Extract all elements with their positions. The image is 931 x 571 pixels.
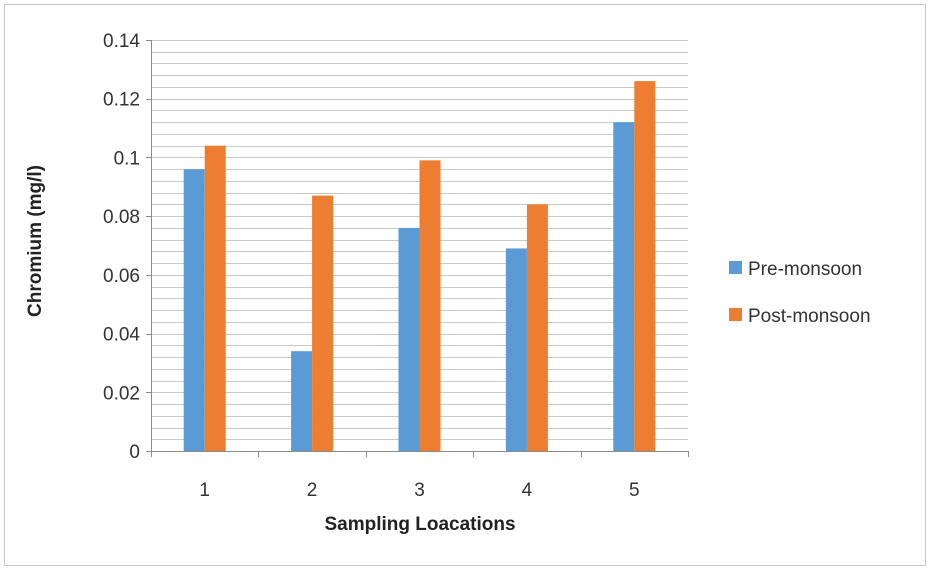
axes — [146, 40, 689, 457]
bar-post-monsoon-1 — [204, 145, 226, 451]
bar-pre-monsoon-1 — [183, 169, 205, 451]
y-tick-labels: 0 0.02 0.04 0.06 0.08 0.1 0.12 0.14 — [103, 31, 140, 463]
bars — [183, 81, 656, 451]
chart-frame — [4, 4, 926, 566]
bar-pre-monsoon-2 — [291, 351, 313, 451]
y-tick-label: 0.04 — [103, 325, 140, 346]
bar-pre-monsoon-4 — [505, 248, 527, 451]
y-axis-title: Chromium (mg/l) — [25, 165, 46, 317]
bar-pre-monsoon-5 — [613, 122, 635, 451]
x-axis-title: Sampling Loacations — [324, 514, 515, 535]
legend-swatch — [729, 308, 742, 321]
y-tick-label: 0.12 — [103, 90, 140, 111]
x-tick-label: 3 — [414, 480, 425, 501]
x-tick-label: 5 — [629, 480, 640, 501]
x-tick-label: 1 — [199, 480, 210, 501]
y-tick-label: 0.08 — [103, 207, 140, 228]
legend-label: Pre-monsoon — [748, 259, 862, 280]
legend-swatch — [729, 261, 742, 274]
bar-post-monsoon-4 — [526, 204, 548, 451]
y-tick-label: 0.1 — [114, 148, 140, 169]
x-tick-label: 2 — [307, 480, 318, 501]
x-tick-label: 4 — [522, 480, 533, 501]
bar-post-monsoon-5 — [634, 81, 656, 451]
x-tick-labels: 1 2 3 4 5 — [199, 480, 639, 501]
bar-post-monsoon-3 — [419, 160, 441, 451]
bar-post-monsoon-2 — [312, 195, 334, 451]
legend: Pre-monsoon Post-monsoon — [729, 259, 871, 327]
y-tick-label: 0.06 — [103, 266, 140, 287]
y-tick-label: 0.14 — [103, 31, 140, 52]
y-tick-label: 0.02 — [103, 383, 140, 404]
bar-pre-monsoon-3 — [398, 227, 420, 451]
legend-label: Post-monsoon — [748, 306, 871, 327]
y-tick-label: 0 — [129, 442, 140, 463]
